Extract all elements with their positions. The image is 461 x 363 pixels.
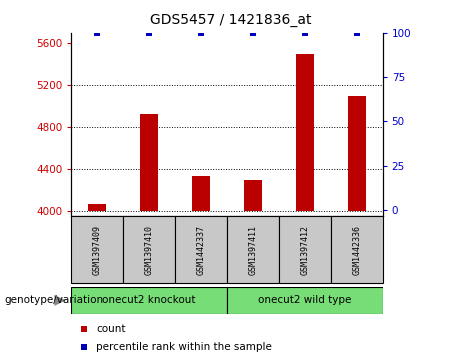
Bar (296, 54, 314, 211)
Text: count: count (96, 323, 126, 334)
Bar (124, 216, 175, 283)
Bar (71, 287, 227, 314)
Polygon shape (54, 295, 66, 306)
Text: onecut2 knockout: onecut2 knockout (102, 295, 196, 305)
Text: GSM1397410: GSM1397410 (145, 225, 154, 274)
Text: GDS5457 / 1421836_at: GDS5457 / 1421836_at (150, 13, 311, 27)
Text: GSM1397409: GSM1397409 (93, 225, 102, 274)
Bar (140, 114, 158, 211)
Bar (227, 216, 279, 283)
Bar (244, 180, 262, 211)
Bar (227, 287, 383, 314)
Text: percentile rank within the sample: percentile rank within the sample (96, 342, 272, 352)
Text: GSM1442336: GSM1442336 (352, 225, 361, 274)
Text: GSM1442337: GSM1442337 (196, 225, 206, 274)
Bar (192, 176, 210, 211)
Bar (175, 216, 227, 283)
Bar (89, 204, 106, 211)
Text: onecut2 wild type: onecut2 wild type (258, 295, 352, 305)
Bar (279, 216, 331, 283)
Bar (71, 216, 124, 283)
Bar (331, 216, 383, 283)
Text: GSM1397411: GSM1397411 (248, 225, 258, 274)
Text: genotype/variation: genotype/variation (5, 295, 104, 305)
Text: GSM1397412: GSM1397412 (300, 225, 309, 274)
Bar (348, 95, 366, 211)
